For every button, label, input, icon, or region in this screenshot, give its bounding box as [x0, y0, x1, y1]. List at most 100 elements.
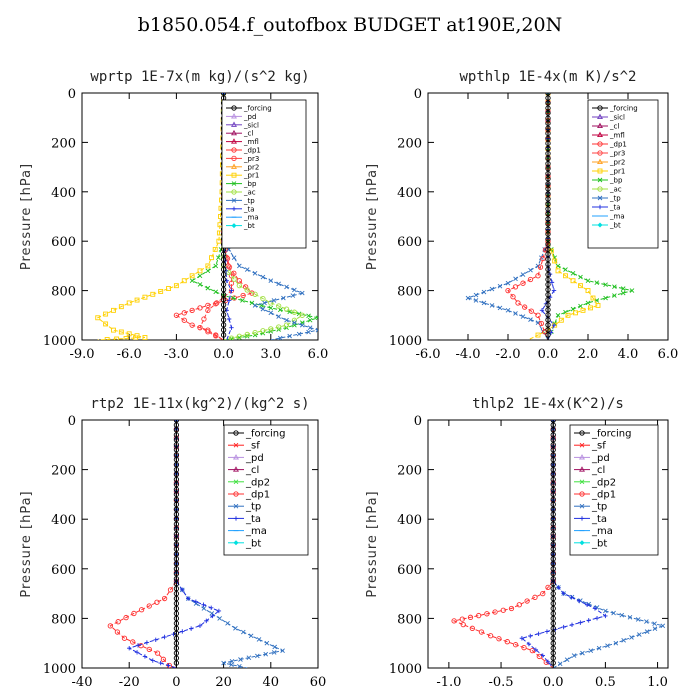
series-marker_pr1 — [103, 321, 109, 327]
legend-marker — [597, 177, 603, 183]
series-marker_dp1 — [496, 636, 502, 642]
series-marker_dp1 — [231, 295, 237, 301]
x-tick-label: -1.0 — [436, 675, 461, 690]
series-marker_tp — [571, 653, 577, 658]
series-marker_forcing — [550, 551, 556, 557]
legend-entry: _cl — [591, 465, 605, 476]
y-tick-label: 0 — [68, 87, 76, 102]
series-marker_ta — [204, 618, 209, 624]
series-marker_forcing — [173, 625, 180, 631]
series-marker_forcing — [173, 447, 180, 453]
legend-marker — [579, 540, 585, 546]
legend-marker — [231, 223, 237, 229]
series-marker_tp — [299, 290, 305, 296]
series-marker_pr1 — [573, 310, 578, 316]
series-marker_ta — [216, 608, 222, 614]
series-marker_forcing — [220, 317, 227, 323]
series-marker_forcing — [545, 206, 551, 212]
y-tick-label: 200 — [397, 136, 422, 151]
series-marker_pr1 — [126, 331, 132, 337]
series-marker_dp1 — [535, 273, 541, 279]
series-marker_dp1 — [115, 619, 121, 625]
series-marker_tp — [260, 274, 266, 280]
series-marker_ta — [577, 598, 582, 604]
series-marker_dp1 — [487, 633, 494, 639]
series-marker_tp — [281, 295, 286, 301]
legend-entry: _bt — [609, 222, 621, 230]
series-marker_forcing — [220, 266, 227, 273]
series-marker_forcing — [173, 476, 180, 483]
legend: _forcing_sf_pd_cl_dp2 _dp1_tp_ta_ma_bt — [569, 424, 659, 556]
legend-marker — [231, 155, 237, 162]
series-marker_dp1 — [459, 616, 465, 622]
plot-area — [465, 93, 635, 340]
series-marker_ta — [135, 643, 141, 648]
series-marker_tp — [237, 664, 242, 668]
series-marker_tp — [535, 263, 541, 269]
y-tick-label: 200 — [51, 464, 76, 479]
series-marker_ta — [229, 325, 234, 330]
series-marker_tp — [260, 306, 266, 312]
legend-entry: _bt — [245, 538, 261, 549]
series-marker_forcing — [545, 120, 551, 126]
series-marker_dp1 — [522, 304, 528, 310]
series-marker_ac — [276, 324, 282, 330]
series-marker_forcing — [173, 590, 180, 597]
series-marker_pr1 — [205, 263, 211, 269]
series-marker_forcing — [550, 501, 556, 507]
series-marker_dp1 — [540, 255, 546, 262]
legend-entry: _forcing — [243, 105, 272, 113]
series-marker_ta — [540, 653, 545, 658]
series-marker_forcing — [173, 551, 180, 557]
series-marker_forcing — [550, 437, 556, 443]
series-marker_forcing — [550, 566, 556, 572]
legend-entry: _cl — [243, 130, 253, 138]
series-marker_ta — [180, 587, 185, 593]
series-marker_forcing — [550, 585, 556, 592]
series-marker_tp — [256, 637, 262, 642]
legend-entry: _pr3 — [243, 155, 259, 163]
series-marker_tp — [644, 629, 650, 634]
y-axis-label: Pressure [hPa] — [19, 490, 34, 597]
series-marker_ta — [544, 629, 550, 634]
series-marker_tp — [237, 263, 242, 269]
series-marker_ta — [551, 322, 557, 328]
series-marker_ta — [142, 654, 148, 659]
series-marker_dp1 — [460, 621, 466, 628]
series-marker_forcing — [545, 150, 551, 157]
series-marker_tp — [465, 295, 471, 301]
series-marker_dp1 — [512, 284, 519, 290]
series-marker_forcing — [550, 655, 556, 661]
x-tick-label: -2.0 — [495, 347, 520, 362]
series-marker_forcing — [550, 496, 556, 503]
series-marker_bp — [189, 278, 195, 284]
series-marker_pr1 — [535, 332, 541, 338]
series-marker_forcing — [220, 332, 227, 338]
series-marker_forcing — [545, 211, 551, 217]
series-marker_tp — [481, 300, 487, 306]
series-marker_tp — [276, 314, 281, 319]
series-marker_forcing — [220, 302, 227, 308]
legend-entry: _pd — [245, 453, 264, 464]
series-marker_forcing — [173, 541, 180, 547]
series-marker_forcing — [545, 201, 551, 207]
series-marker_tp — [505, 280, 511, 286]
series-marker_ac — [260, 328, 266, 334]
series-marker_forcing — [173, 581, 180, 587]
legend-marker — [231, 206, 237, 211]
y-axis-label: Pressure [hPa] — [19, 163, 34, 270]
series-marker_pr1 — [173, 283, 179, 289]
series-marker_ta — [548, 330, 554, 335]
legend-entry: _ma — [245, 526, 267, 537]
series-marker_bp — [629, 288, 635, 293]
series-marker_tp — [248, 633, 254, 639]
legend: _forcing_pd_sicl_cl_mfl_dp1_pr3_pr2_pr1_… — [221, 99, 307, 249]
series-marker_dp1 — [197, 305, 203, 311]
series-line_pr1 — [96, 93, 225, 340]
series-marker_dp1 — [154, 650, 161, 656]
series-marker_tp — [233, 626, 238, 631]
series-marker_forcing — [173, 536, 180, 542]
legend-marker — [597, 158, 603, 165]
series-marker_forcing — [545, 165, 551, 172]
series-marker_tp — [473, 298, 479, 303]
